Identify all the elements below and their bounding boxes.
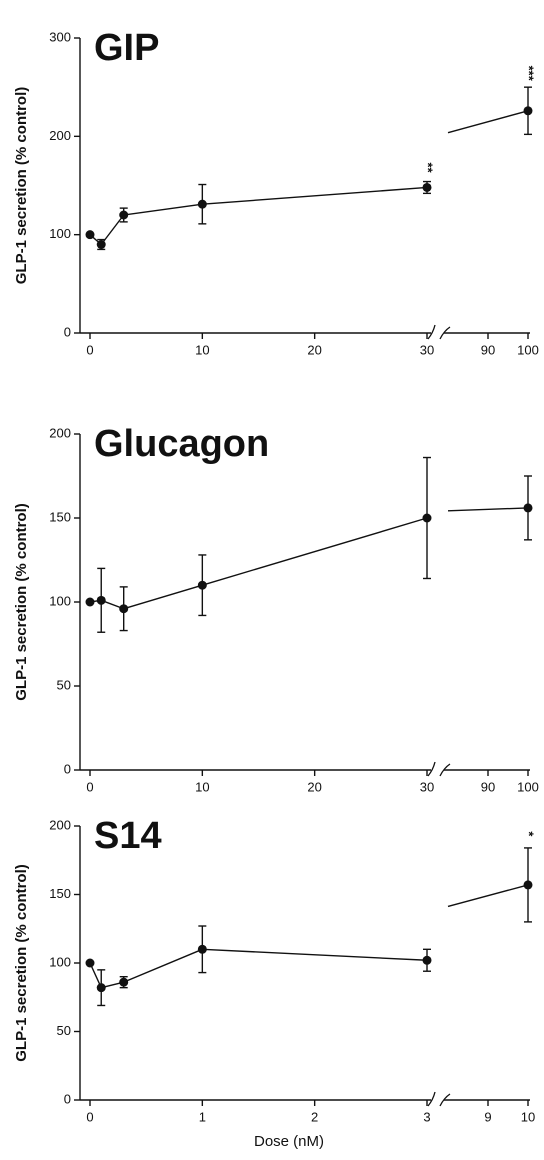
data-point: [422, 955, 432, 965]
axis-break: [427, 324, 436, 340]
data-line: [123, 203, 203, 216]
y-tick-label: 0: [64, 324, 71, 339]
panel-title: GIP: [94, 27, 159, 69]
significance-label: *: [522, 831, 537, 837]
data-point: [119, 977, 129, 987]
y-tick-label: 100: [49, 226, 71, 241]
data-line: [447, 507, 529, 512]
x-tick-label: 20: [307, 342, 321, 357]
significance-label: **: [421, 163, 436, 174]
x-tick-label: 90: [481, 779, 495, 794]
data-point: [523, 106, 533, 116]
axis-break: [439, 1093, 451, 1107]
significance-label: ***: [522, 66, 537, 82]
y-tick-label: 50: [57, 677, 71, 692]
data-point: [96, 983, 106, 993]
axis-break: [439, 763, 451, 777]
x-tick-label: 1: [199, 1109, 206, 1124]
data-line: [447, 884, 529, 908]
x-tick-label: 0: [86, 1109, 93, 1124]
data-point: [119, 210, 129, 220]
data-point: [85, 230, 95, 240]
panel-title: S14: [94, 815, 162, 857]
y-tick-label: 150: [49, 509, 71, 524]
x-tick-label: 30: [420, 779, 434, 794]
data-point: [422, 513, 432, 523]
data-line: [202, 517, 428, 586]
data-point: [96, 240, 106, 249]
data-point: [85, 597, 95, 607]
y-tick-label: 300: [49, 29, 71, 44]
x-tick-label: 0: [86, 342, 93, 357]
y-tick-label: 0: [64, 761, 71, 776]
data-point: [422, 182, 432, 192]
x-tick-label: 100: [517, 779, 539, 794]
x-tick-label: 10: [195, 342, 209, 357]
x-tick-label: 90: [481, 342, 495, 357]
data-line: [202, 186, 428, 205]
y-tick-label: 200: [49, 425, 71, 440]
x-tick-label: 100: [517, 342, 539, 357]
y-tick-label: 50: [57, 1023, 71, 1038]
data-point: [523, 503, 533, 513]
panel-title: Glucagon: [94, 423, 269, 465]
data-point: [96, 595, 106, 605]
data-line: [123, 584, 203, 610]
y-axis-label: GLP-1 secretion (% control): [13, 503, 30, 701]
x-tick-label: 2: [311, 1109, 318, 1124]
y-tick-label: 0: [64, 1091, 71, 1106]
data-line: [447, 110, 529, 134]
data-line: [123, 948, 203, 983]
data-line: [89, 962, 102, 988]
x-tick-label: 10: [521, 1109, 535, 1124]
data-line: [202, 948, 428, 961]
y-tick-label: 100: [49, 593, 71, 608]
x-axis-label: Dose (nM): [254, 1133, 324, 1150]
data-point: [85, 958, 95, 968]
x-tick-label: 0: [86, 779, 93, 794]
data-point: [197, 580, 207, 590]
y-tick-label: 200: [49, 817, 71, 832]
x-tick-label: 3: [423, 1109, 430, 1124]
x-tick-label: 20: [307, 779, 321, 794]
axis-break: [427, 761, 436, 777]
y-axis-label: GLP-1 secretion (% control): [13, 864, 30, 1062]
x-tick-label: 9: [484, 1109, 491, 1124]
x-tick-label: 30: [420, 342, 434, 357]
y-tick-label: 150: [49, 886, 71, 901]
x-tick-label: 10: [195, 779, 209, 794]
data-point: [197, 199, 207, 209]
y-tick-label: 100: [49, 954, 71, 969]
y-tick-label: 200: [49, 128, 71, 143]
data-point: [119, 604, 129, 614]
y-axis-label: GLP-1 secretion (% control): [13, 87, 30, 285]
axis-break: [427, 1091, 436, 1107]
axis-break: [439, 326, 451, 340]
data-point: [523, 880, 533, 890]
data-point: [197, 944, 207, 954]
